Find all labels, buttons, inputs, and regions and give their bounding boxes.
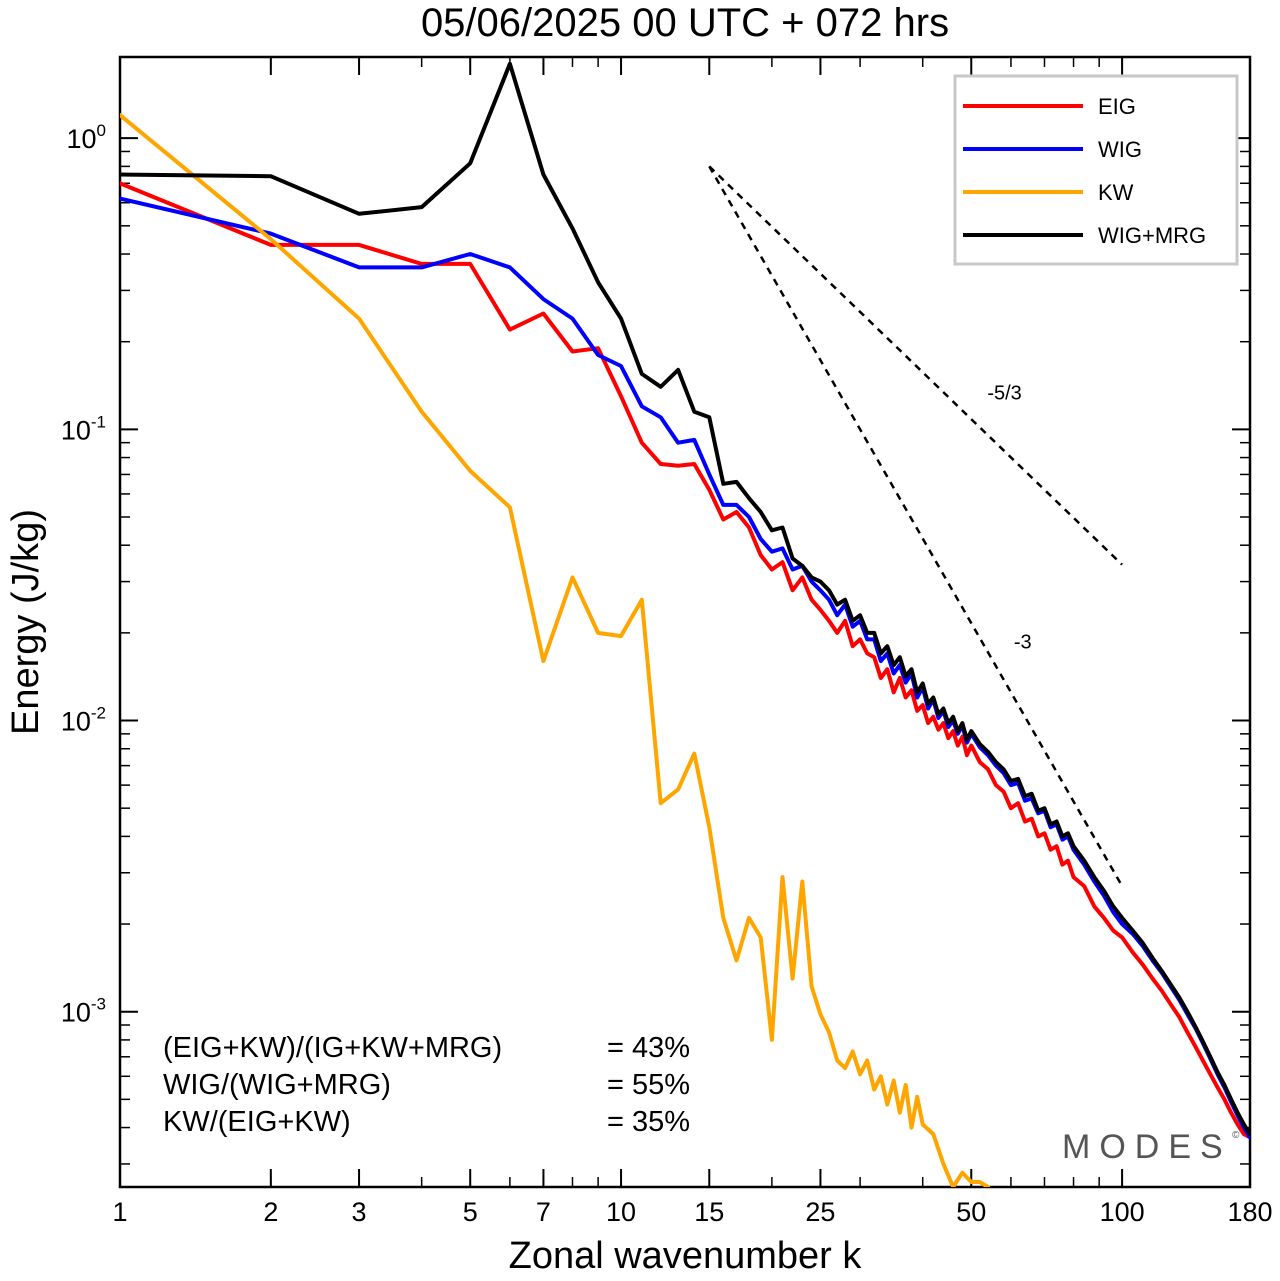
x-tick-label-180: 180 [1227, 1197, 1272, 1227]
reference-slope-5-3 [708, 165, 1123, 566]
energy-ratios: (EIG+KW)/(IG+KW+MRG) = 43% WIG/(WIG+MRG) = … [163, 1032, 690, 1138]
y-tick-label-3: 10-3 [61, 995, 106, 1028]
y-tick-labels: 100 10-1 10-2 10-3 [61, 121, 106, 1028]
x-tick-label-7: 7 [536, 1197, 551, 1227]
y-tick-label-0: 100 [66, 121, 106, 154]
x-tick-label-10: 10 [606, 1197, 636, 1227]
legend-label-wig: WIG [1098, 137, 1142, 162]
ratio-value-3: = 35% [607, 1106, 690, 1138]
brand-copyright-mark: © [1232, 1130, 1240, 1141]
x-tick-label-2: 2 [263, 1197, 278, 1227]
legend-box [953, 74, 1239, 266]
legend-items: EIG WIG KW WIG+MRG [963, 94, 1206, 248]
series-layer [120, 61, 1250, 1187]
series-line-kw [120, 113, 990, 1187]
reference-slope-labels: -5/3 -3 [987, 382, 1031, 653]
chart-title: 05/06/2025 00 UTC + 072 hrs [421, 1, 949, 45]
ratio-value-2: = 55% [607, 1069, 690, 1101]
reference-slope-label-3: -3 [1014, 632, 1032, 654]
x-tick-label-50: 50 [956, 1197, 986, 1227]
x-axis-label: Zonal wavenumber k [509, 1235, 863, 1277]
ratio-label-1: (EIG+KW)/(IG+KW+MRG) [163, 1032, 502, 1064]
y-tick-label-1: 10-1 [61, 412, 106, 445]
reference-slopes [708, 165, 1124, 887]
series-line-eig [120, 181, 1250, 1140]
ratio-label-2: WIG/(WIG+MRG) [163, 1069, 391, 1101]
legend: EIG WIG KW WIG+MRG [953, 74, 1239, 266]
legend-label-wig-mrg: WIG+MRG [1098, 223, 1206, 248]
axis-ticks [119, 57, 1251, 1187]
x-tick-label-15: 15 [694, 1197, 724, 1227]
x-tick-label-100: 100 [1100, 1197, 1145, 1227]
x-tick-label-1: 1 [112, 1197, 127, 1227]
series-line-wig-mrg [120, 61, 1250, 1137]
ratio-value-1: = 43% [607, 1032, 690, 1064]
legend-label-kw: KW [1098, 180, 1134, 205]
brand-logo: MODES [1062, 1128, 1232, 1166]
x-tick-label-3: 3 [352, 1197, 367, 1227]
y-tick-label-2: 10-2 [61, 704, 106, 737]
reference-slope-label-5-3: -5/3 [987, 382, 1021, 404]
legend-label-eig: EIG [1098, 94, 1136, 119]
ratio-label-3: KW/(EIG+KW) [163, 1106, 351, 1138]
x-tick-label-5: 5 [463, 1197, 478, 1227]
x-tick-label-25: 25 [805, 1197, 835, 1227]
y-axis-label: Energy (J/kg) [5, 509, 47, 735]
x-tick-labels: 1 2 3 5 7 10 15 25 50 100 180 [112, 1197, 1272, 1227]
reference-slope-3 [708, 165, 1124, 887]
